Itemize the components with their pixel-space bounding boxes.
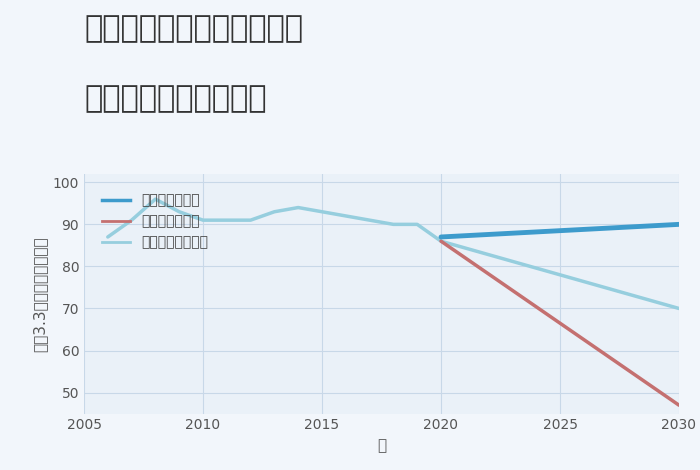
- Text: 中古戸建ての価格推移: 中古戸建ての価格推移: [84, 85, 267, 114]
- Text: 兵庫県姫路市安富町名坂の: 兵庫県姫路市安富町名坂の: [84, 14, 303, 43]
- Legend: グッドシナリオ, バッドシナリオ, ノーマルシナリオ: グッドシナリオ, バッドシナリオ, ノーマルシナリオ: [97, 188, 214, 255]
- X-axis label: 年: 年: [377, 438, 386, 453]
- Y-axis label: 坪（3.3㎡）単価（万円）: 坪（3.3㎡）単価（万円）: [32, 236, 47, 352]
